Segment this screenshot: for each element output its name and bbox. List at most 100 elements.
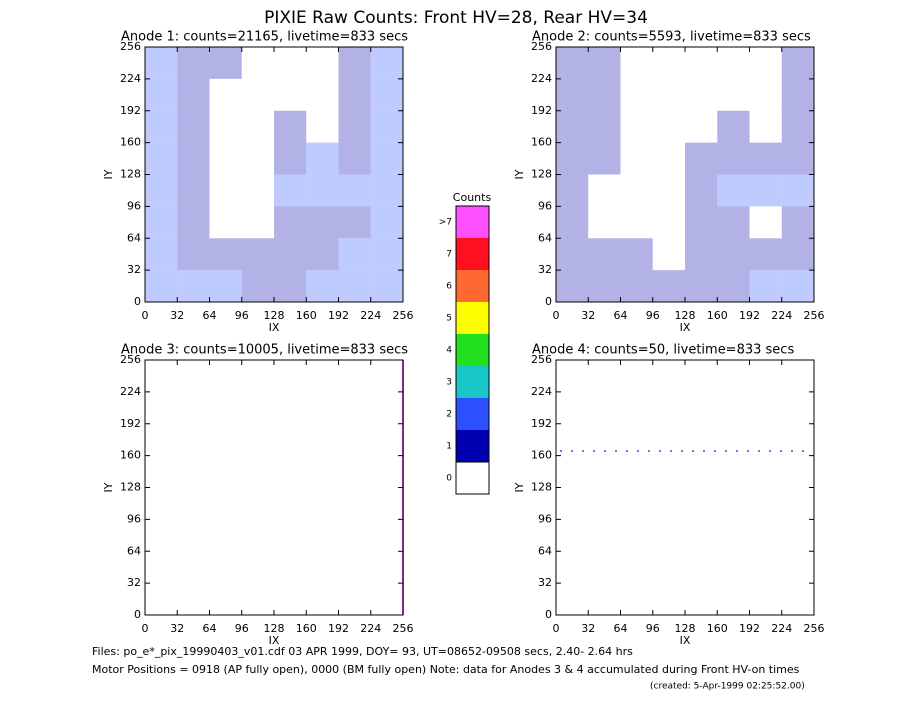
colorbar-box bbox=[456, 430, 489, 462]
heat-cell bbox=[781, 142, 814, 175]
y-axis-label: IY bbox=[102, 169, 115, 179]
heat-cell bbox=[145, 142, 178, 175]
heat-cell bbox=[274, 270, 307, 302]
heat-cell bbox=[338, 110, 371, 143]
heat-cell bbox=[177, 238, 210, 271]
heat-cell bbox=[274, 174, 307, 207]
heat-cell bbox=[620, 238, 653, 271]
heat-cell bbox=[556, 174, 589, 207]
heat-cell bbox=[781, 78, 814, 111]
x-tick-label: 128 bbox=[675, 309, 696, 322]
y-tick-label: 160 bbox=[120, 136, 141, 149]
y-tick-label: 64 bbox=[127, 544, 141, 557]
colorbar-label: 7 bbox=[446, 250, 452, 260]
heat-cell bbox=[177, 206, 210, 239]
colorbar-box bbox=[456, 366, 489, 398]
colorbar-label: 6 bbox=[446, 282, 452, 292]
x-tick-label: 0 bbox=[142, 622, 149, 635]
x-tick-label: 224 bbox=[771, 622, 792, 635]
heat-cell bbox=[556, 270, 589, 302]
heat-cell bbox=[338, 142, 371, 175]
y-axis-label: IY bbox=[513, 169, 526, 179]
heat-cell bbox=[145, 110, 178, 143]
y-tick-label: 160 bbox=[531, 449, 552, 462]
heat-cell bbox=[749, 142, 782, 175]
heat-cell bbox=[370, 47, 403, 79]
colorbar-box bbox=[456, 238, 489, 270]
y-tick-label: 192 bbox=[531, 104, 552, 117]
x-tick-label: 64 bbox=[614, 309, 628, 322]
x-tick-label: 224 bbox=[360, 309, 381, 322]
heat-cell bbox=[338, 206, 371, 239]
y-tick-label: 160 bbox=[531, 136, 552, 149]
x-tick-label: 224 bbox=[360, 622, 381, 635]
x-tick-label: 128 bbox=[264, 622, 285, 635]
heat-cell bbox=[749, 238, 782, 271]
colorbar-label: 4 bbox=[446, 346, 452, 356]
heat-cell bbox=[717, 238, 750, 271]
heat-cell bbox=[306, 238, 339, 271]
heat-cell bbox=[556, 238, 589, 271]
heat-cell bbox=[717, 142, 750, 175]
y-tick-label: 256 bbox=[120, 353, 141, 366]
colorbar-label: 2 bbox=[446, 410, 452, 420]
heat-cell bbox=[588, 78, 621, 111]
heat-cell bbox=[717, 110, 750, 143]
y-tick-label: 128 bbox=[531, 168, 552, 181]
heat-cell bbox=[588, 238, 621, 271]
heat-cell bbox=[145, 47, 178, 79]
y-axis-label: IY bbox=[513, 482, 526, 492]
heat-cell bbox=[338, 238, 371, 271]
heat-cell bbox=[685, 142, 718, 175]
colorbar-title: Counts bbox=[453, 191, 492, 204]
heat-cell bbox=[274, 142, 307, 175]
x-tick-label: 256 bbox=[804, 309, 825, 322]
y-tick-label: 64 bbox=[538, 544, 552, 557]
heat-cell bbox=[145, 270, 178, 302]
y-tick-label: 96 bbox=[538, 199, 552, 212]
x-tick-label: 64 bbox=[203, 309, 217, 322]
heat-cell bbox=[177, 110, 210, 143]
x-axis-label: IX bbox=[269, 634, 280, 647]
heat-cell bbox=[370, 110, 403, 143]
y-tick-label: 0 bbox=[545, 295, 552, 308]
x-tick-label: 160 bbox=[296, 622, 317, 635]
heat-cell bbox=[241, 238, 274, 271]
x-tick-label: 32 bbox=[581, 309, 595, 322]
y-tick-label: 160 bbox=[120, 449, 141, 462]
y-tick-label: 256 bbox=[120, 40, 141, 53]
y-tick-label: 192 bbox=[120, 104, 141, 117]
heat-cell bbox=[145, 174, 178, 207]
y-tick-label: 32 bbox=[127, 576, 141, 589]
heat-cell bbox=[588, 47, 621, 79]
x-tick-label: 128 bbox=[675, 622, 696, 635]
panel-title: Anode 3: counts=10005, livetime=833 secs bbox=[121, 343, 408, 358]
colorbar-box bbox=[456, 206, 489, 238]
heat-cell bbox=[338, 270, 371, 302]
colorbar-label: 1 bbox=[446, 442, 452, 452]
heat-cell bbox=[306, 142, 339, 175]
x-tick-label: 224 bbox=[771, 309, 792, 322]
y-tick-label: 32 bbox=[538, 263, 552, 276]
x-tick-label: 32 bbox=[170, 622, 184, 635]
heat-cell bbox=[338, 47, 371, 79]
x-tick-label: 96 bbox=[235, 309, 249, 322]
panel-title: Anode 2: counts=5593, livetime=833 secs bbox=[532, 30, 811, 45]
chart-title: PIXIE Raw Counts: Front HV=28, Rear HV=3… bbox=[264, 8, 648, 28]
x-tick-label: 96 bbox=[235, 622, 249, 635]
y-tick-label: 224 bbox=[531, 72, 552, 85]
x-tick-label: 192 bbox=[328, 622, 349, 635]
x-tick-label: 64 bbox=[203, 622, 217, 635]
y-tick-label: 224 bbox=[120, 72, 141, 85]
y-tick-label: 96 bbox=[127, 512, 141, 525]
y-tick-label: 96 bbox=[127, 199, 141, 212]
heat-cell bbox=[370, 174, 403, 207]
colorbar-box bbox=[456, 334, 489, 366]
colorbar-label: >7 bbox=[439, 218, 452, 228]
heat-cell bbox=[145, 238, 178, 271]
heat-cell bbox=[781, 110, 814, 143]
heat-cell bbox=[338, 78, 371, 111]
x-tick-label: 32 bbox=[170, 309, 184, 322]
heat-cell bbox=[338, 174, 371, 207]
